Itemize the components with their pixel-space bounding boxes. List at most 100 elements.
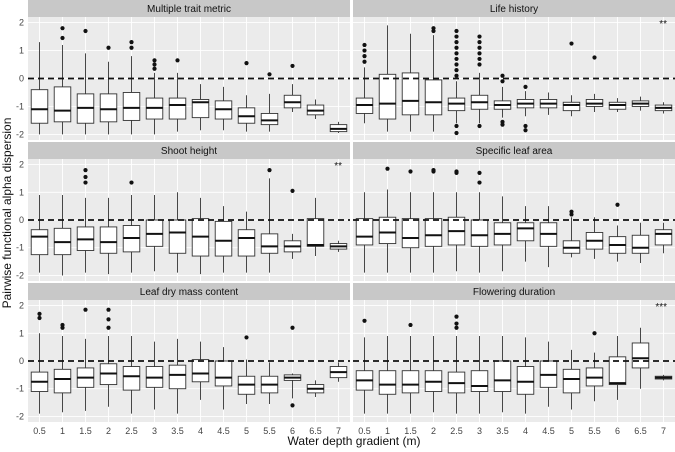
box-5.5 [260,167,279,273]
box-6 [283,63,302,113]
outlier-point [290,403,295,408]
box-3 [145,195,164,272]
outlier-point [500,73,505,78]
box-iqr [562,101,581,112]
x-tick-label: 4.5 [217,426,230,436]
box-iqr [378,370,397,395]
outlier-point [290,188,295,193]
outlier-point [454,51,459,56]
y-tick-label: 1 [19,46,24,56]
outlier-point [454,56,459,62]
x-tick-label: 1 [60,426,65,436]
box-2 [99,307,118,407]
x-tick-label: 7 [336,426,341,436]
outlier-point [267,72,272,77]
outlier-point [106,317,111,322]
y-tick-label: 0 [19,215,24,225]
y-tick-label: -1 [16,101,24,111]
box-3 [470,336,489,414]
y-axis-label: Pairwise functional alpha dispersion [0,118,14,309]
box-iqr [191,99,210,119]
outlier-point [454,68,459,73]
outlier-point [83,167,88,173]
outlier-point [592,331,597,336]
outlier-point [569,209,574,214]
x-tick-label: 5.5 [263,426,276,436]
box-2 [424,26,443,132]
outlier-point [83,180,88,185]
significance-marker: ** [334,161,342,172]
outlier-point [83,307,88,312]
outlier-point [267,167,272,173]
outlier-point [362,42,367,48]
panel-title: Life history [490,4,538,15]
box-iqr [631,234,650,254]
outlier-point [454,62,459,67]
x-tick-label: 6 [615,426,620,436]
outlier-point [106,307,111,312]
box-4 [191,84,210,131]
outlier-point [477,34,482,39]
outlier-point [523,84,528,89]
box-6 [283,188,302,259]
box-iqr [401,72,420,116]
x-tick-label: 1.5 [79,426,92,436]
box-1.5 [401,33,420,132]
outlier-point [592,55,597,60]
box-6.5 [306,197,325,257]
box-iqr [378,216,397,245]
box-7 [654,102,673,114]
box-iqr [237,229,256,257]
box-iqr [562,368,581,394]
outlier-point [477,170,482,175]
box-iqr [260,233,279,254]
x-tick-label: 6 [290,426,295,436]
outlier-point [362,59,367,64]
box-iqr [99,93,118,123]
panel-strip [353,0,675,17]
panel-title: Multiple trait metric [147,4,231,15]
box-4.5 [539,341,558,407]
outlier-point [477,62,482,67]
y-tick-label: 2 [19,301,24,311]
box-0.5 [355,318,374,414]
box-4 [516,84,535,133]
box-3.5 [493,336,512,413]
box-5 [562,209,581,258]
panel-strip [28,142,350,159]
box-6.5 [631,96,650,111]
x-tick-label: 5 [569,426,574,436]
box-2 [424,167,443,273]
box-iqr [168,97,187,120]
outlier-point [60,322,65,328]
x-tick-label: 2.5 [125,426,138,436]
box-iqr [401,218,420,249]
outlier-point [37,311,42,316]
outlier-point [477,123,482,129]
y-tick-label: -1 [16,384,24,394]
box-iqr [168,364,187,390]
significance-marker: ** [659,19,667,30]
outlier-point [477,51,482,56]
box-1 [378,25,397,132]
box-iqr [30,229,49,256]
panel-3: Shoot height -2 -1 0 1 2 ** [16,142,350,281]
outlier-point [244,335,249,340]
box-iqr [608,356,627,386]
box-2.5 [122,336,141,414]
outlier-point [477,180,482,185]
y-tick-label: -2 [16,411,24,421]
outlier-point [477,45,482,50]
outlier-point [129,45,134,50]
outlier-point [152,62,157,67]
box-iqr [306,218,325,247]
box-6 [608,202,627,262]
y-tick-label: 0 [19,74,24,84]
panel-4: Specific leaf area [353,142,675,281]
box-iqr [355,218,374,246]
box-1 [53,322,72,413]
box-iqr [214,360,233,387]
outlier-point [106,45,111,50]
x-tick-label: 0.5 [358,426,371,436]
